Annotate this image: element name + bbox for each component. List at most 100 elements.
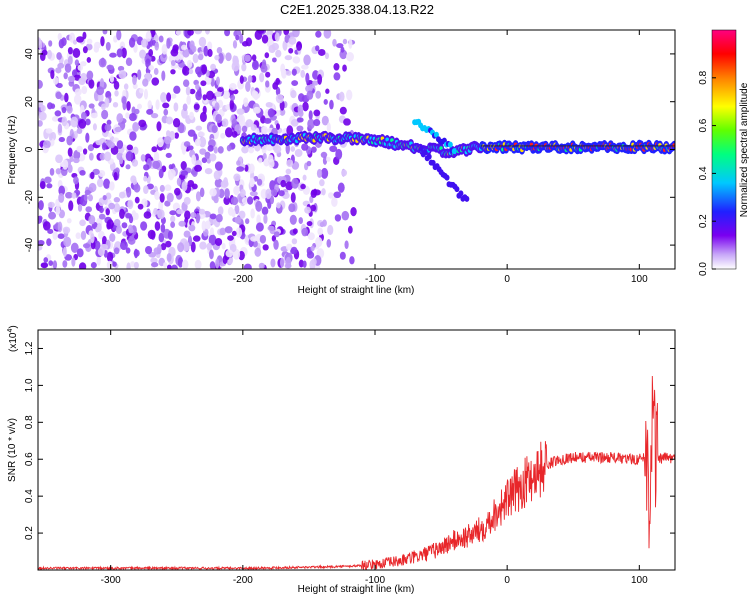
spectrogram-noise-cell (275, 77, 281, 85)
spectrogram-noise-cell (55, 91, 62, 100)
spectrogram-noise-cell (56, 52, 62, 60)
spectrogram-noise-cell (125, 247, 131, 254)
spectrogram-noise-cell (208, 234, 217, 246)
colorbar-gradient (711, 29, 737, 270)
spectrogram-noise-cell (88, 103, 95, 109)
spectrogram-noise-cell (72, 47, 81, 58)
spectrogram-branch-cell (433, 131, 439, 138)
spectrogram-noise-cell (207, 48, 213, 58)
spectrogram-noise-cell (128, 37, 136, 48)
spectrogram-branch-cell (422, 149, 428, 156)
spectrogram-noise-cell (241, 63, 247, 72)
spectrogram-noise-cell (72, 39, 77, 45)
spectrogram-noise-cell (42, 221, 51, 231)
spectrogram-noise-cell (170, 264, 179, 269)
spectrogram-noise-cell (113, 80, 120, 90)
spectrogram-noise-cell (38, 120, 43, 127)
spectrogram-noise-cell (113, 197, 121, 203)
spectrogram-noise-cell (316, 168, 323, 178)
spectrogram-noise-cell (177, 242, 185, 253)
spectrogram-noise-cell (163, 262, 168, 268)
spectrogram-noise-cell (252, 240, 258, 248)
spectrogram-noise-cell (317, 48, 326, 56)
spectrogram-noise-cell (152, 160, 161, 170)
spectrogram-noise-cell (101, 142, 107, 151)
spectrogram-noise-cell (129, 131, 137, 141)
spectrogram-noise-cell (174, 132, 179, 139)
spectrogram-noise-cell (265, 71, 271, 78)
spectrogram-noise-cell (114, 90, 119, 97)
spectrogram-noise-cell (223, 196, 231, 206)
spectrogram-noise-cell (113, 247, 120, 255)
spectrogram-noise-cell (173, 85, 181, 94)
spectrogram-noise-cell (209, 153, 217, 162)
spectrogram-noise-cell (65, 191, 73, 199)
spectrogram-noise-cell (62, 226, 71, 234)
spectrogram-noise-cell (130, 175, 137, 184)
spectrogram-noise-cell (226, 144, 232, 152)
spectrogram-noise-cell (180, 170, 189, 176)
spectrogram-noise-cell (85, 118, 91, 126)
spectrogram-noise-cell (82, 243, 91, 249)
spectrogram-noise-cell (182, 79, 190, 87)
spectrogram-branch-cell (418, 145, 424, 152)
spectrogram-noise-cell (323, 99, 328, 105)
spectrogram-noise-cell (215, 214, 223, 223)
spectrogram-noise-cell (187, 179, 195, 188)
spectrogram-noise-cell (50, 69, 55, 80)
spectrogram-noise-cell (195, 83, 200, 90)
spectrogram-noise-cell (46, 238, 52, 247)
spectrogram-noise-cell (232, 89, 239, 95)
spectrogram-noise-cell (199, 187, 205, 198)
spectrogram-noise-cell (147, 100, 152, 110)
spectrogram-noise-cell (329, 145, 338, 153)
spectrogram-noise-cell (301, 64, 309, 70)
spectrogram-noise-cell (288, 203, 296, 213)
spectrogram-noise-cell (310, 204, 317, 212)
spectrogram-noise-cell (260, 64, 268, 73)
snr-y-label: SNR (10 * v/v) (7, 418, 18, 482)
spectrogram-noise-cell (344, 240, 349, 250)
spectrogram-noise-cell (125, 151, 134, 162)
spectrogram-noise-cell (263, 117, 272, 124)
spectrogram-noise-cell (186, 95, 191, 105)
spectrogram-noise-cell (78, 119, 87, 129)
spectrogram-noise-cell (47, 201, 55, 208)
spectrogram-noise-cell (148, 49, 154, 57)
spectrogram-noise-cell (46, 183, 53, 189)
spectrogram-noise-cell (86, 70, 94, 81)
spectrogram-noise-cell (170, 48, 179, 57)
spectrogram-noise-cell (104, 123, 112, 132)
spectrogram-noise-cell (263, 158, 270, 167)
spectrogram-noise-cell (181, 44, 188, 51)
spectrogram-noise-cell (214, 237, 223, 246)
spectrogram-noise-cell (112, 261, 117, 267)
spectrogram-noise-cell (195, 66, 202, 75)
spectrogram-noise-cell (317, 227, 324, 236)
spectrogram-noise-cell (90, 262, 97, 269)
spectrogram-noise-cell (125, 112, 130, 119)
spectrogram-noise-cell (279, 257, 285, 268)
spectrogram-noise-cell (336, 43, 344, 49)
spectrogram-noise-cell (127, 236, 136, 245)
spectrogram-noise-cell (106, 260, 113, 269)
spectrogram-noise-cell (160, 242, 167, 251)
spectrogram-noise-cell (192, 235, 201, 242)
spectrogram-noise-cell (67, 164, 73, 174)
spectrogram-noise-cell (158, 168, 164, 179)
spectrogram-noise-cell (235, 186, 240, 193)
spectrogram-noise-cell (241, 146, 249, 154)
spectrogram-branch-cell (444, 174, 450, 181)
spectrogram-noise-cell (154, 190, 160, 201)
spectrogram-noise-cell (195, 90, 202, 101)
spectrogram-noise-cell (50, 103, 56, 109)
spectrogram-noise-cell (143, 175, 148, 182)
spectrogram-noise-cell (289, 214, 297, 225)
spectrogram-noise-cell (185, 86, 191, 96)
spectrogram-y-tick-label: 40 (24, 48, 35, 60)
spectrogram-noise-cell (350, 207, 357, 217)
spectrogram-noise-cell (154, 221, 161, 231)
colorbar-label: Normalized spectral amplitude (739, 82, 750, 217)
spectrogram-noise-cell (217, 206, 224, 216)
spectrogram-noise-cell (184, 210, 191, 220)
